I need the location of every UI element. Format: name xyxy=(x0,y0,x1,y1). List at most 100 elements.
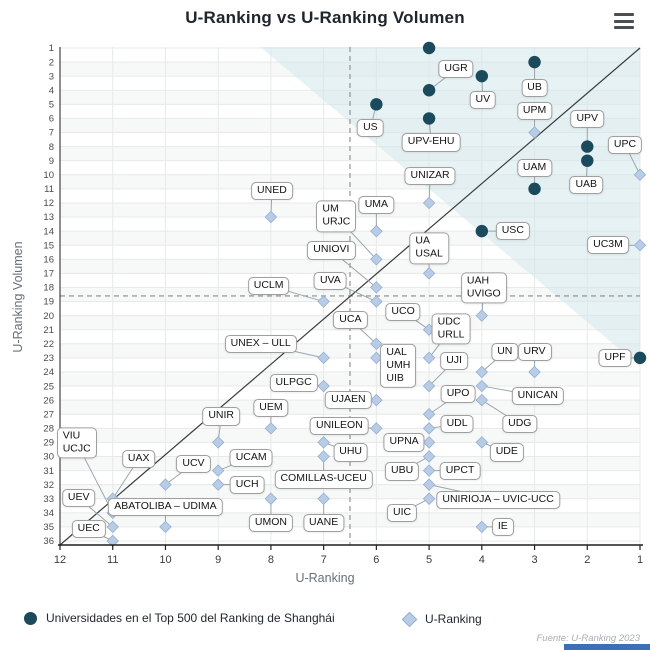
label-upct: UPCT xyxy=(439,461,481,480)
point-uclm[interactable] xyxy=(317,295,330,308)
point-uca[interactable] xyxy=(370,337,383,351)
point-unex-ull[interactable] xyxy=(317,351,330,365)
svg-text:31: 31 xyxy=(43,466,54,477)
point-us[interactable] xyxy=(370,98,383,111)
point-udl[interactable] xyxy=(422,422,436,435)
point-ucv[interactable] xyxy=(159,478,172,491)
label-upna: UPNA xyxy=(383,433,425,452)
label-upv-ehu: UPV-EHU xyxy=(401,133,461,152)
point-ub[interactable] xyxy=(528,55,541,69)
legend-item-uranking[interactable]: U-Ranking xyxy=(401,611,482,627)
point-upo[interactable] xyxy=(422,408,436,421)
point-uniovi[interactable] xyxy=(370,281,383,294)
point-uva[interactable] xyxy=(370,295,383,308)
point-uc3m[interactable] xyxy=(633,238,647,252)
label-uhu: UHU xyxy=(333,443,368,462)
point-unir[interactable] xyxy=(211,436,225,449)
point-uah-uvigo[interactable] xyxy=(475,309,489,322)
axes xyxy=(58,47,643,550)
label-viu-ucjc: VIU UCJC xyxy=(56,427,97,459)
point-upf[interactable] xyxy=(633,351,647,365)
point-uam[interactable] xyxy=(528,182,541,196)
point-uab[interactable] xyxy=(581,154,594,167)
svg-text:24: 24 xyxy=(43,367,54,378)
point-ie[interactable] xyxy=(475,520,489,534)
point-upm[interactable] xyxy=(528,126,541,139)
svg-text:32: 32 xyxy=(43,480,54,491)
label-ucam: UCAM xyxy=(229,448,273,467)
point-uhu[interactable] xyxy=(317,436,330,449)
label-upm: UPM xyxy=(516,101,553,120)
svg-text:2: 2 xyxy=(584,554,590,566)
point-unirioja-uvic-ucc[interactable] xyxy=(422,478,436,491)
point-ucam[interactable] xyxy=(211,464,225,477)
svg-text:7: 7 xyxy=(49,128,54,139)
point-uem[interactable] xyxy=(264,422,278,435)
point-upct[interactable] xyxy=(422,464,436,477)
label-uma: UMA xyxy=(358,196,395,215)
point-comillas-uceu[interactable] xyxy=(317,450,330,463)
source-note: Fuente: U-Ranking 2023 xyxy=(536,633,640,644)
point-umon[interactable] xyxy=(264,492,278,505)
svg-text:7: 7 xyxy=(321,554,327,566)
legend-item-shanghai-top500[interactable]: Universidades en el Top 500 del Ranking … xyxy=(24,611,335,625)
point-ugr[interactable] xyxy=(422,84,436,97)
point-abatoliba-udima[interactable] xyxy=(159,520,172,534)
point-unican[interactable] xyxy=(475,379,489,393)
svg-text:2: 2 xyxy=(49,57,54,68)
label-upv: UPV xyxy=(570,109,605,128)
label-ujaen: UJAEN xyxy=(325,391,372,410)
label-uva: UVA xyxy=(313,271,347,290)
point-urv[interactable] xyxy=(528,365,541,379)
point-uev[interactable] xyxy=(106,520,119,534)
svg-text:33: 33 xyxy=(43,494,54,505)
point-ual-umh-uib[interactable] xyxy=(370,351,383,365)
point-udg[interactable] xyxy=(475,393,489,407)
svg-text:10: 10 xyxy=(43,170,54,181)
label-udc-urll: UDC URLL xyxy=(431,313,471,345)
svg-text:3: 3 xyxy=(531,554,537,566)
point-unizar[interactable] xyxy=(422,196,436,210)
point-upv-ehu[interactable] xyxy=(422,112,436,125)
point-ujaen[interactable] xyxy=(370,393,383,407)
point-ubu[interactable] xyxy=(422,450,436,463)
label-uji: UJI xyxy=(440,351,468,371)
point-uic[interactable] xyxy=(422,492,436,505)
svg-text:9: 9 xyxy=(215,554,221,566)
point-upna[interactable] xyxy=(422,436,436,449)
point-uned[interactable] xyxy=(264,210,278,224)
svg-text:8: 8 xyxy=(49,142,54,153)
legend-label-uranking: U-Ranking xyxy=(425,612,482,626)
point-uch[interactable] xyxy=(211,478,225,491)
label-uc3m: UC3M xyxy=(587,236,629,255)
point-un[interactable] xyxy=(475,365,489,379)
point-uec[interactable] xyxy=(106,534,119,548)
point-unileon[interactable] xyxy=(370,422,383,435)
svg-text:20: 20 xyxy=(43,311,54,322)
point-ulpgc[interactable] xyxy=(317,379,330,393)
hamburger-menu-icon[interactable] xyxy=(614,13,636,31)
circle-marker-icon xyxy=(24,611,37,625)
svg-text:4: 4 xyxy=(49,85,54,96)
point-usc[interactable] xyxy=(475,224,489,238)
diamond-marker-icon xyxy=(401,611,418,627)
label-un: UN xyxy=(491,342,519,362)
point-unlabeled[interactable] xyxy=(422,41,436,55)
point-ude[interactable] xyxy=(475,436,489,449)
point-uv[interactable] xyxy=(475,69,489,83)
point-udc-urll[interactable] xyxy=(422,351,436,365)
point-uane[interactable] xyxy=(317,492,330,505)
hamburger-bar xyxy=(614,26,634,29)
point-uji[interactable] xyxy=(422,379,436,393)
point-upv[interactable] xyxy=(581,140,594,153)
label-unileon: UNILEON xyxy=(310,417,369,436)
point-um-urjc[interactable] xyxy=(370,253,383,266)
label-unirioja-uvic-ucc: UNIRIOJA – UVIC-UCC xyxy=(436,490,560,509)
svg-text:5: 5 xyxy=(49,100,54,111)
point-uma[interactable] xyxy=(370,224,383,238)
point-ua-usal[interactable] xyxy=(422,267,436,280)
label-umon: UMON xyxy=(248,513,293,532)
point-upc[interactable] xyxy=(633,168,647,181)
svg-text:13: 13 xyxy=(43,212,54,223)
